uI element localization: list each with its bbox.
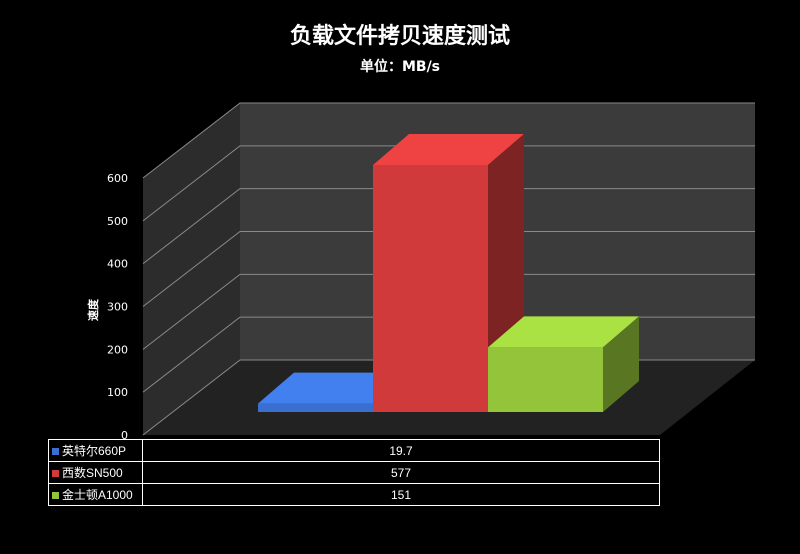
gridline xyxy=(142,273,755,350)
y-tick-label: 400 xyxy=(107,258,128,271)
data-table: 英特尔660P 19.7 西数SN500 577 金士顿A1000 151 xyxy=(48,439,660,506)
chart-title: 负载文件拷贝速度测试 xyxy=(289,24,510,49)
legend-swatch xyxy=(52,470,59,478)
bar-side xyxy=(603,316,639,412)
y-axis-label: 速度 xyxy=(86,298,100,321)
bar-top xyxy=(488,316,639,348)
y-tick-label: 500 xyxy=(107,215,128,228)
y-tick-label: 0 xyxy=(121,429,128,440)
legend-swatch xyxy=(52,448,59,456)
y-tick-label: 600 xyxy=(107,172,128,185)
series-name: 西数SN500 xyxy=(62,466,123,480)
y-tick-label: 100 xyxy=(107,386,128,399)
bar-3 xyxy=(488,316,639,412)
chart-subtitle: 单位：MB/s xyxy=(359,59,441,75)
gridline xyxy=(142,231,755,307)
table-row: 英特尔660P 19.7 xyxy=(48,439,660,462)
y-axis-ticks: 0 100 200 300 400 500 600 xyxy=(107,172,128,440)
gridline xyxy=(142,188,755,265)
chart-gridlines xyxy=(142,102,755,436)
bar-front xyxy=(258,403,373,412)
series-label-cell: 金士顿A1000 xyxy=(48,483,143,506)
series-value-cell: 151 xyxy=(142,483,660,506)
bar-front xyxy=(373,165,488,412)
gridline xyxy=(142,145,755,222)
series-value-cell: 577 xyxy=(142,461,660,484)
chart-plot: 0 100 200 300 400 500 600 速度 xyxy=(86,102,755,440)
series-name: 金士顿A1000 xyxy=(62,488,133,502)
series-label-cell: 西数SN500 xyxy=(48,461,143,484)
y-tick-label: 300 xyxy=(107,301,128,314)
legend-swatch xyxy=(52,492,59,500)
bar-top xyxy=(258,372,409,404)
table-row: 金士顿A1000 151 xyxy=(48,483,660,506)
bar-front xyxy=(488,347,603,412)
chart-bars xyxy=(258,134,639,412)
table-row: 西数SN500 577 xyxy=(48,461,660,484)
series-label-cell: 英特尔660P xyxy=(48,439,143,462)
gridline xyxy=(142,102,755,179)
series-name: 英特尔660P xyxy=(62,444,127,458)
bar-top xyxy=(373,134,524,165)
y-tick-label: 200 xyxy=(107,343,128,356)
series-value-cell: 19.7 xyxy=(142,439,660,462)
